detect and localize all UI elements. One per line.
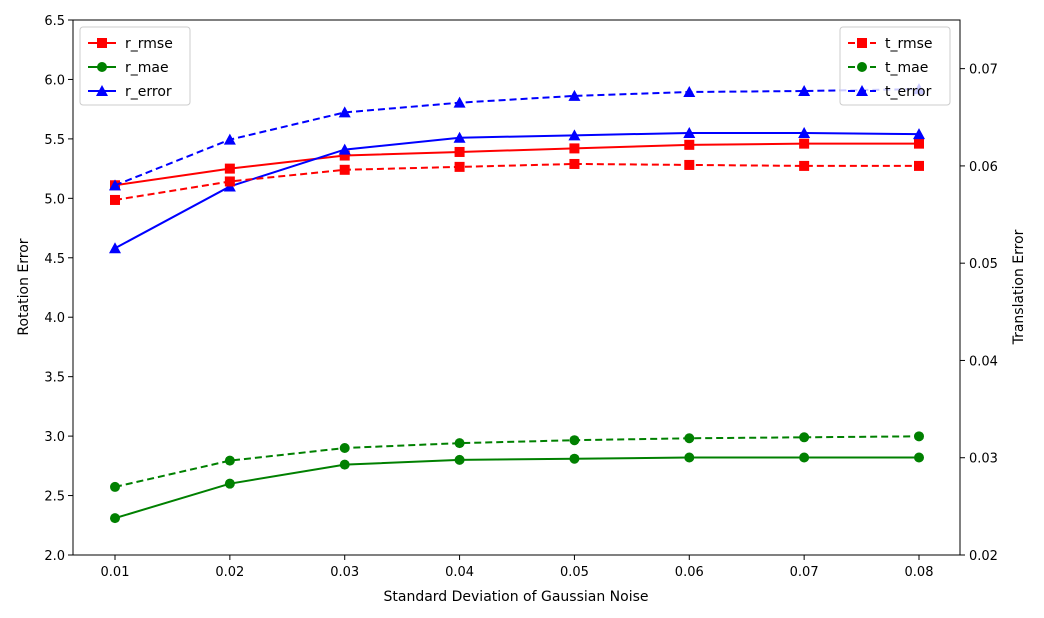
left-y-tick-label: 4.0 xyxy=(44,311,65,326)
series-t_rmse xyxy=(110,158,924,205)
data-point-r_rmse xyxy=(339,150,350,161)
data-point-r_error xyxy=(568,129,581,141)
data-point-r_error xyxy=(683,126,696,138)
right-y-tick-label: 0.05 xyxy=(969,257,998,272)
left-y-tick-label: 3.0 xyxy=(44,430,65,445)
data-point-r_rmse xyxy=(684,139,695,150)
data-point-r_mae xyxy=(224,478,235,489)
data-point-t_mae xyxy=(454,438,465,449)
data-point-t_rmse xyxy=(339,164,350,175)
data-point-t_rmse xyxy=(454,161,465,172)
data-point-r_error xyxy=(109,242,121,254)
data-point-t_mae xyxy=(914,431,924,442)
data-point-t_mae xyxy=(339,443,350,453)
data-point-r_mae xyxy=(684,452,695,463)
data-point-t_mae xyxy=(569,435,580,446)
left-y-tick-label: 5.5 xyxy=(44,133,65,148)
legend-marker xyxy=(857,62,867,72)
right-y-tick-label: 0.03 xyxy=(969,452,998,467)
data-point-t_error xyxy=(453,96,466,108)
legend-label: t_mae xyxy=(885,60,928,76)
data-point-t_error xyxy=(798,85,811,97)
x-tick-label: 0.06 xyxy=(675,565,704,580)
left-y-tick-label: 3.5 xyxy=(44,371,65,386)
right-y-tick-label: 0.02 xyxy=(969,549,998,564)
data-point-t_error xyxy=(338,106,351,118)
legend-right: t_rmse t_mae t_error xyxy=(839,26,951,106)
series-line-r_mae xyxy=(114,456,919,520)
data-point-t_rmse xyxy=(110,194,120,205)
legend-box xyxy=(79,26,191,106)
left-y-tick-label: 6.0 xyxy=(44,73,65,88)
data-point-r_rmse xyxy=(799,138,810,149)
data-point-t_error xyxy=(223,133,236,145)
data-point-t_rmse xyxy=(914,160,924,171)
data-point-t_rmse xyxy=(684,159,695,170)
left-y-tick-label: 4.5 xyxy=(44,252,65,267)
series-t_mae xyxy=(110,431,924,492)
right-y-tick-label: 0.06 xyxy=(969,160,998,175)
series-line-t_mae xyxy=(114,435,920,488)
data-point-t_rmse xyxy=(224,176,235,187)
x-axis-label: Standard Deviation of Gaussian Noise xyxy=(383,589,648,605)
data-point-t_rmse xyxy=(569,158,580,169)
left-y-axis-label: Rotation Error xyxy=(16,238,32,335)
legend-label: r_rmse xyxy=(125,36,173,52)
data-point-r_rmse xyxy=(569,143,580,154)
data-point-r_error xyxy=(338,143,351,155)
data-point-r_error xyxy=(453,131,466,143)
legend-label: t_rmse xyxy=(885,36,933,52)
data-point-t_mae xyxy=(224,455,235,466)
series-line-t_rmse xyxy=(114,162,919,201)
data-point-t_mae xyxy=(799,432,810,443)
data-point-r_mae xyxy=(799,452,810,463)
legend-marker xyxy=(856,85,868,96)
legend-label: t_error xyxy=(885,84,932,100)
series-line-t_error xyxy=(114,88,920,187)
right-y-tick-label: 0.07 xyxy=(969,63,998,78)
data-point-t_error xyxy=(683,85,696,97)
legend-left: r_rmse r_mae r_error xyxy=(79,26,191,106)
data-point-r_rmse xyxy=(224,163,235,174)
x-tick-label: 0.04 xyxy=(445,565,474,580)
data-point-t_mae xyxy=(110,481,120,492)
data-point-t_error xyxy=(568,89,581,101)
x-tick-label: 0.01 xyxy=(101,565,130,580)
data-point-r_mae xyxy=(569,453,580,464)
legend-label: r_mae xyxy=(125,60,169,76)
data-point-t_mae xyxy=(684,433,695,444)
legend-label: r_error xyxy=(125,84,172,100)
x-tick-label: 0.03 xyxy=(330,565,359,580)
right-y-axis-label: Translation Error xyxy=(1011,229,1027,345)
left-y-tick-label: 5.0 xyxy=(44,192,65,207)
data-point-r_rmse xyxy=(914,138,924,149)
x-tick-label: 0.07 xyxy=(790,565,819,580)
x-tick-label: 0.08 xyxy=(905,565,934,580)
legend-marker xyxy=(97,38,107,48)
data-point-r_mae xyxy=(454,454,465,465)
left-y-tick-label: 6.5 xyxy=(44,14,65,29)
plot-frame xyxy=(72,19,961,556)
legend-marker xyxy=(96,85,108,96)
legend-marker xyxy=(97,62,107,72)
x-tick-label: 0.02 xyxy=(215,565,244,580)
left-y-tick-label: 2.0 xyxy=(44,549,65,564)
data-point-r_mae xyxy=(339,459,350,470)
data-point-r_rmse xyxy=(454,146,465,157)
data-point-r_error xyxy=(798,126,811,138)
legend-box xyxy=(839,26,951,106)
series-line-r_rmse xyxy=(114,142,919,187)
data-point-t_error xyxy=(109,179,121,191)
legend-marker xyxy=(857,38,867,48)
series-r_mae xyxy=(110,452,924,524)
data-point-r_mae xyxy=(914,452,924,463)
data-point-r_error xyxy=(913,128,925,140)
left-y-tick-label: 2.5 xyxy=(44,490,65,505)
data-point-r_mae xyxy=(110,513,120,524)
x-tick-label: 0.05 xyxy=(560,565,589,580)
data-point-t_rmse xyxy=(799,160,810,171)
right-y-tick-label: 0.04 xyxy=(969,354,998,369)
